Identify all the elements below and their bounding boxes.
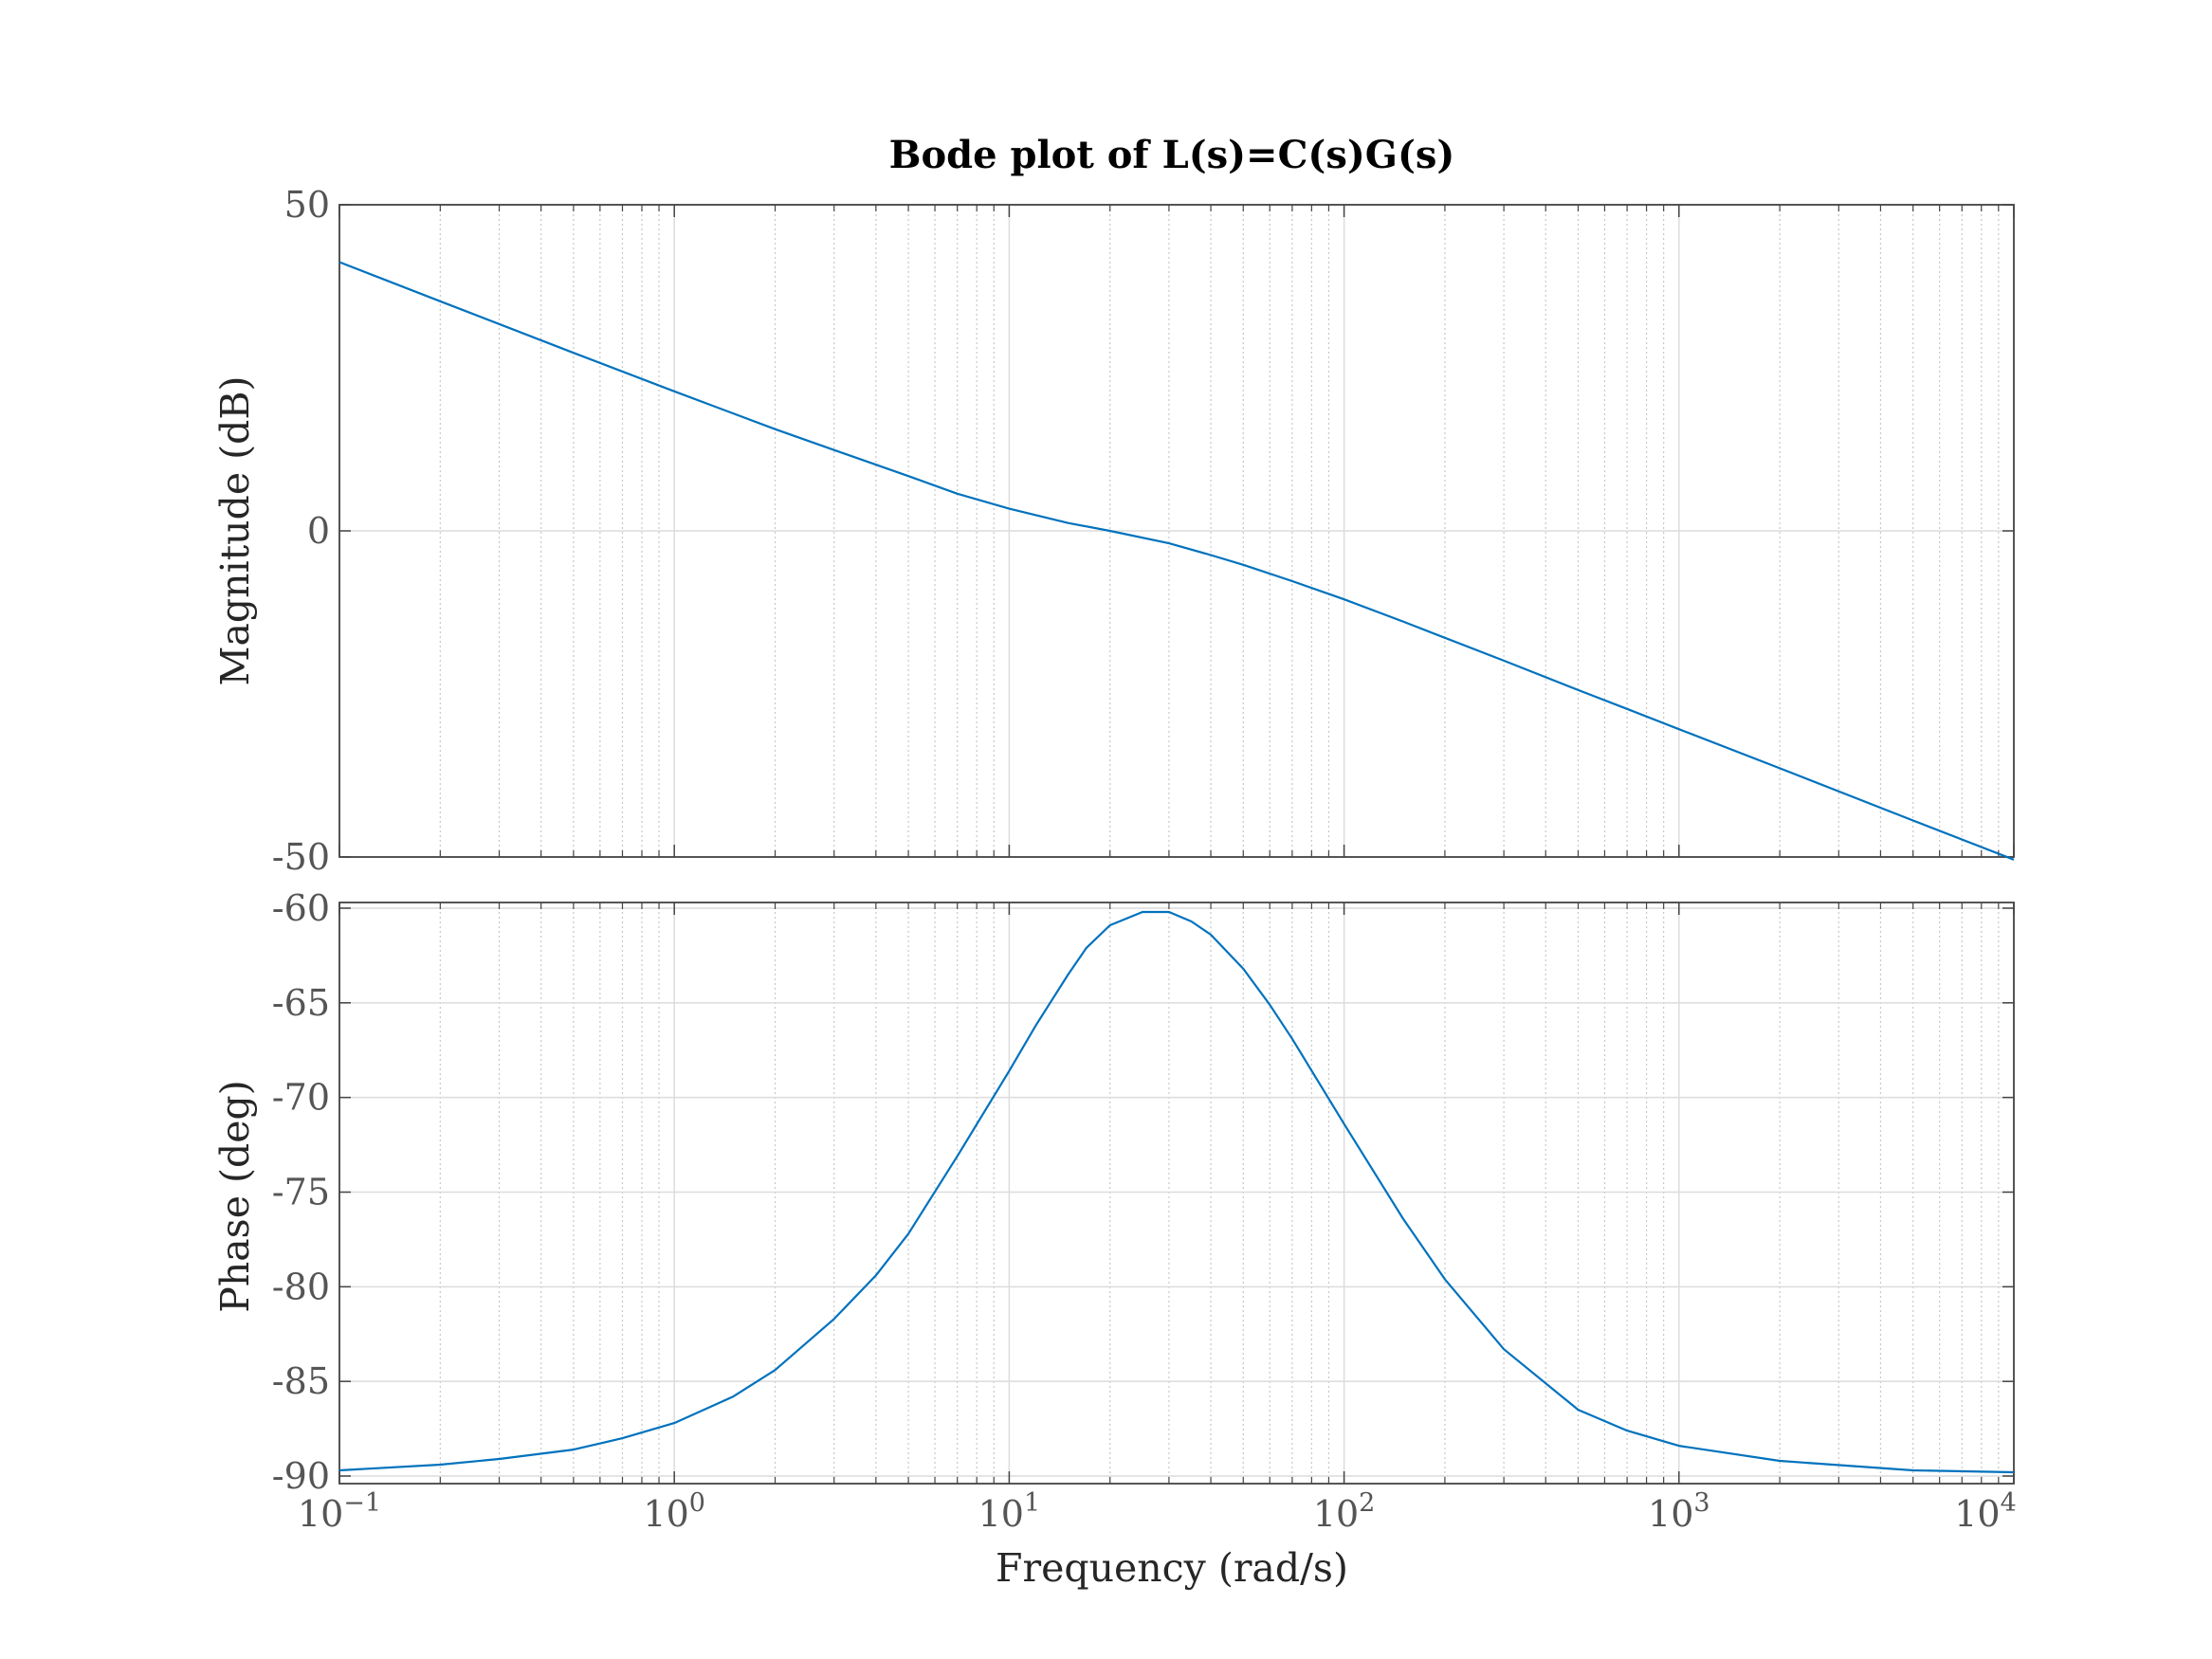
x-tick-label: 100	[643, 1488, 705, 1535]
y-tick-label: -90	[272, 1455, 330, 1497]
magnitude-panel: 50 0 -50 Magnitude (dB)	[212, 184, 2015, 878]
y-tick-label: -60	[272, 887, 330, 929]
x-tick-label: 104	[1954, 1488, 2017, 1535]
phase-panel: -60 -65 -70 -75 -80 -85 -90 Phase (deg)	[212, 887, 2015, 1497]
y-tick-label: -50	[272, 836, 330, 878]
y-tick-label: -80	[272, 1266, 330, 1307]
magnitude-series-line	[338, 261, 2015, 861]
x-axis-label: Frequency (rad/s)	[996, 1545, 1348, 1591]
phase-y-axis-label: Phase (deg)	[212, 1080, 258, 1313]
y-tick-label: -70	[272, 1077, 330, 1119]
axes-box	[338, 204, 2015, 858]
x-tick-label: 101	[978, 1488, 1041, 1535]
y-tick-label: -85	[272, 1360, 330, 1402]
x-tick-labels: 10−1 100 101 102 103 104	[298, 1488, 2017, 1535]
x-tick-label: 10−1	[298, 1488, 381, 1535]
x-tick-label: 103	[1648, 1488, 1710, 1535]
phase-series-line	[338, 910, 2015, 1474]
x-tick-label: 102	[1313, 1488, 1376, 1535]
chart-title: Bode plot of L(s)=C(s)G(s)	[889, 133, 1455, 177]
y-tick-label: 50	[284, 184, 330, 226]
magnitude-y-axis-label: Magnitude (dB)	[212, 376, 258, 686]
y-tick-label: 0	[307, 510, 330, 552]
axes-box	[338, 902, 2015, 1485]
y-tick-label: -65	[272, 982, 330, 1024]
y-tick-label: -75	[272, 1172, 330, 1213]
